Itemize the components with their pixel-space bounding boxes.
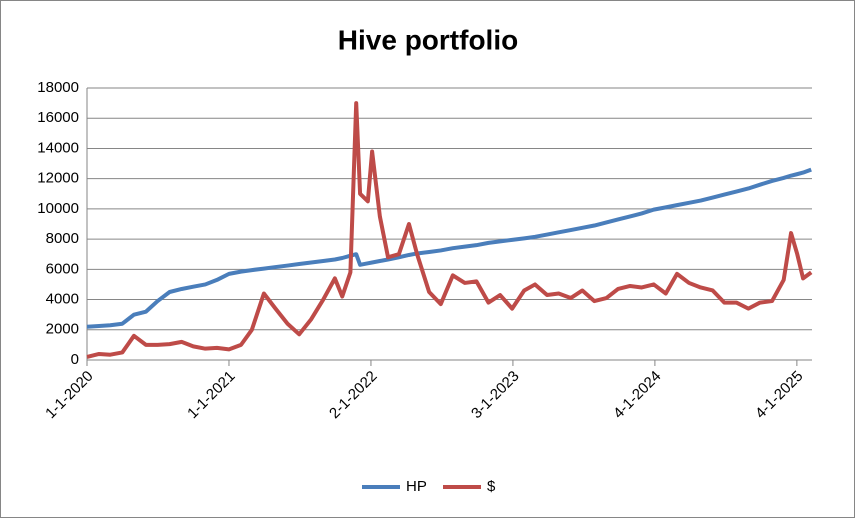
series-line — [86, 101, 813, 359]
y-tick-label: 14000 — [37, 139, 79, 156]
chart-title: Hive portfolio — [338, 24, 518, 55]
y-tick-label: 10000 — [37, 200, 79, 217]
y-tick-label: 4000 — [46, 291, 79, 308]
legend-label: HP — [406, 478, 427, 495]
y-tick-label: 0 — [71, 351, 79, 368]
y-tick-label: 18000 — [37, 79, 79, 96]
y-tick-label: 2000 — [46, 321, 79, 338]
legend-label: $ — [487, 478, 496, 495]
y-tick-label: 16000 — [37, 109, 79, 126]
y-tick-label: 8000 — [46, 230, 79, 247]
y-tick-label: 6000 — [46, 260, 79, 277]
series-line — [86, 167, 812, 329]
y-tick-label: 12000 — [37, 170, 79, 187]
